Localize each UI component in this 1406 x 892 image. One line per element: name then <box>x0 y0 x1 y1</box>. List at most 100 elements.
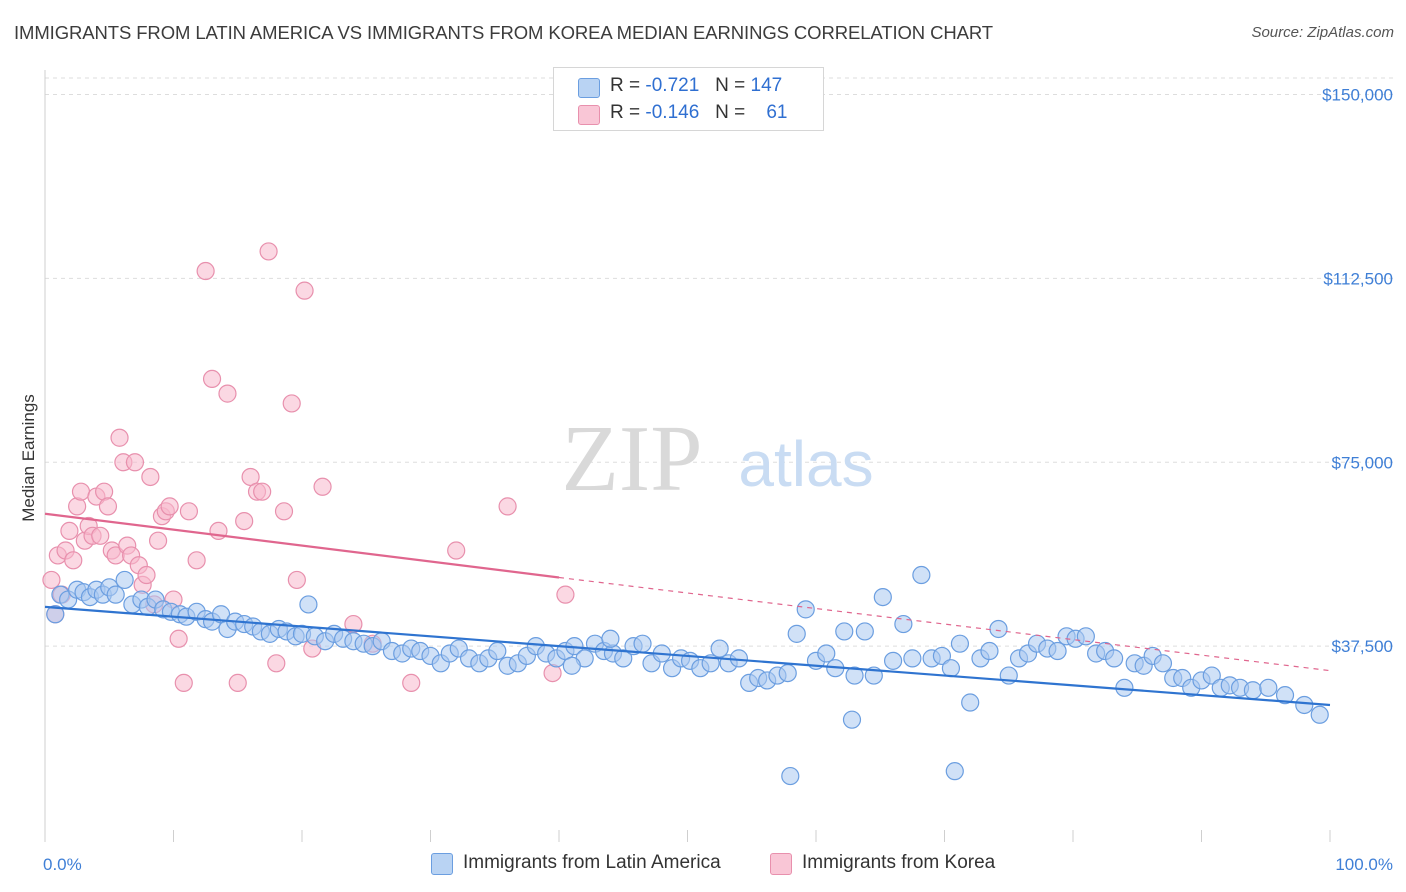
korea-point <box>137 565 156 585</box>
latin-america-point <box>299 595 318 614</box>
latin-america-point <box>845 666 864 685</box>
source-label: Source: ZipAtlas.com <box>1251 24 1394 41</box>
y-tick-label: $150,000 <box>1322 86 1393 105</box>
korea-point <box>179 502 199 521</box>
korea-point <box>402 673 421 693</box>
r-label: R = <box>610 75 641 96</box>
korea-point <box>282 394 301 413</box>
korea-point <box>64 551 83 570</box>
latin-america-point <box>961 693 980 712</box>
korea-point <box>447 541 466 560</box>
bottom-legend-label-blue: Immigrants from Latin America <box>463 852 721 873</box>
korea-point <box>60 521 79 541</box>
r-value-pink: -0.146 <box>645 102 700 123</box>
bottom-legend-label-pink: Immigrants from Korea <box>802 852 996 873</box>
latin-america-point <box>633 634 652 653</box>
y-axis-label: Median Earnings <box>19 394 38 522</box>
latin-america-point <box>796 600 815 619</box>
korea-point <box>498 497 517 516</box>
r-label: R = <box>610 102 641 123</box>
latin-america-point <box>945 762 964 781</box>
x-tick-label-min: 0.0% <box>43 855 82 874</box>
latin-america-point <box>855 622 874 641</box>
legend-swatch-pink <box>578 105 600 125</box>
latin-america-point <box>912 565 931 585</box>
latin-america-point <box>562 656 581 675</box>
korea-point <box>110 428 129 447</box>
legend-swatch-blue <box>578 78 600 98</box>
n-value-blue: 147 <box>750 75 783 96</box>
n-label: N = <box>715 75 746 96</box>
korea-point <box>141 467 160 487</box>
latin-america-point <box>1076 627 1095 646</box>
latin-america-point <box>46 605 65 624</box>
latin-america-point <box>115 570 134 590</box>
korea-point <box>174 673 193 693</box>
korea-point <box>169 629 188 648</box>
latin-america-point <box>950 634 970 653</box>
korea-point <box>295 281 314 300</box>
korea-point <box>313 477 332 496</box>
n-label: N = <box>715 102 746 123</box>
korea-point <box>148 531 168 550</box>
y-tick-label: $37,500 <box>1332 637 1393 656</box>
watermark-atlas: atlas <box>738 428 873 500</box>
korea-point <box>235 511 254 531</box>
trend-lines <box>44 512 1331 707</box>
korea-point <box>98 497 118 516</box>
correlation-legend: R = -0.721 N = 147 R = -0.146 N = 61 <box>553 67 824 131</box>
latin-america-point <box>941 659 961 678</box>
latin-america-point <box>1153 654 1173 673</box>
latin-america-point <box>488 641 507 661</box>
latin-america-point <box>1048 641 1067 661</box>
korea-point <box>274 502 294 521</box>
latin-america-point <box>835 622 854 641</box>
korea-point <box>228 673 247 693</box>
latin-america-point <box>1202 666 1221 685</box>
latin-america-point <box>106 585 125 604</box>
r-value-blue: -0.721 <box>645 75 700 96</box>
korea-point <box>253 482 272 501</box>
korea-point <box>556 585 575 604</box>
latin-america-point <box>778 663 797 683</box>
korea-point <box>259 242 278 261</box>
korea-point <box>42 570 61 590</box>
korea-trend-line <box>44 512 560 579</box>
latin-america-point <box>1243 681 1263 700</box>
x-tick-label-max: 100.0% <box>1335 855 1393 874</box>
latin-america-point <box>601 629 620 648</box>
watermark-zip: ZIP <box>562 407 703 511</box>
korea-point <box>267 654 286 673</box>
latin-america-point <box>781 766 800 786</box>
latin-america-point <box>980 641 999 661</box>
latin-america-point <box>1259 678 1278 697</box>
latin-america-point <box>903 649 922 668</box>
latin-america-trend-line <box>44 605 1331 707</box>
bottom-legend-swatch-pink <box>770 853 792 875</box>
korea-point <box>218 384 237 403</box>
latin-america-point <box>1295 695 1314 715</box>
korea-points <box>42 242 575 693</box>
legend-stats-pink: R = -0.146 N = 61 <box>610 102 787 124</box>
y-tick-label: $75,000 <box>1332 453 1393 472</box>
gridlines <box>45 77 1393 647</box>
watermark: ZIP atlas <box>562 407 874 511</box>
latin-america-point <box>1310 705 1329 724</box>
y-tick-label: $112,500 <box>1323 269 1393 288</box>
n-value-pink: 61 <box>766 102 788 123</box>
latin-america-point <box>883 651 903 670</box>
latin-america-point <box>932 646 952 666</box>
korea-point <box>91 526 110 545</box>
legend-stats-blue: R = -0.721 N = 147 <box>610 75 782 97</box>
korea-point <box>125 453 145 472</box>
latin-america-point <box>1105 649 1124 668</box>
latin-america-point <box>873 587 892 607</box>
korea-point <box>196 261 215 281</box>
x-ticks <box>44 830 1331 842</box>
korea-point <box>202 369 222 389</box>
chart-title: IMMIGRANTS FROM LATIN AMERICA VS IMMIGRA… <box>14 22 993 43</box>
latin-america-points <box>46 565 1329 786</box>
bottom-legend-swatch-blue <box>431 853 453 875</box>
latin-america-point <box>710 639 729 658</box>
